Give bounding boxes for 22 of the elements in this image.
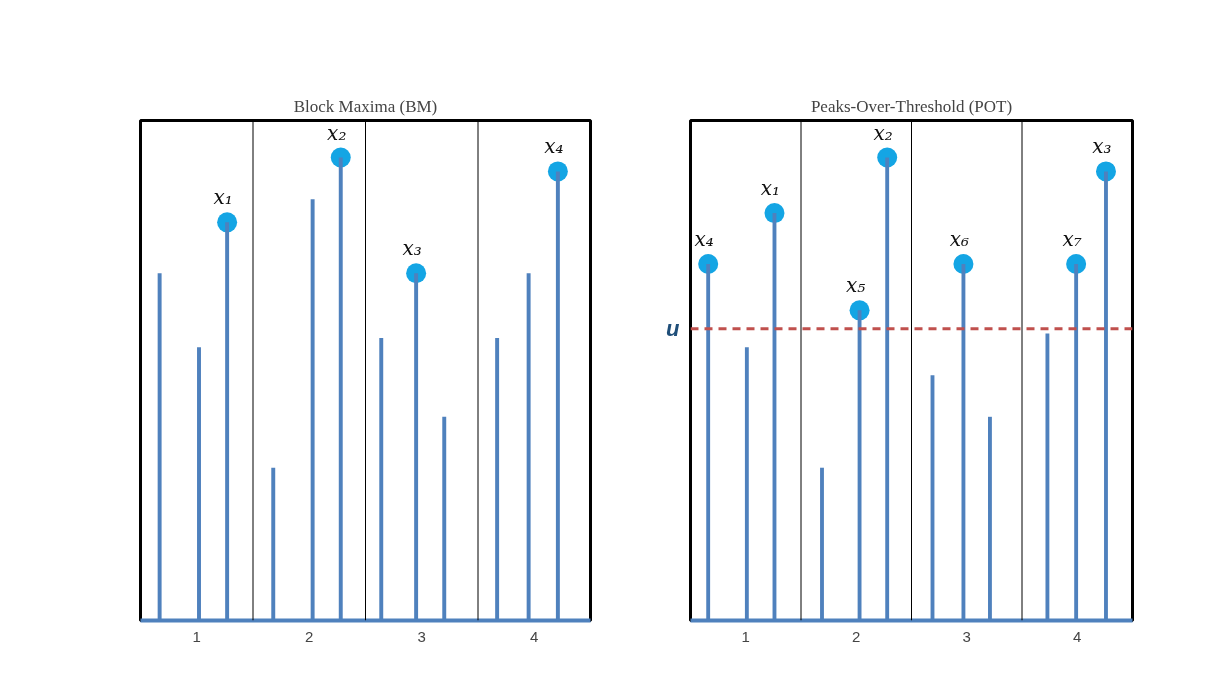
chart-title: Block Maxima (BM) bbox=[293, 96, 438, 116]
x-tick-label: 1 bbox=[192, 627, 201, 645]
x-tick-label: 1 bbox=[741, 627, 750, 645]
x-tick-label: 4 bbox=[1073, 627, 1082, 645]
annotation: x₁ bbox=[760, 176, 781, 201]
annotation: x₄ bbox=[694, 227, 714, 252]
x-tick-label: 3 bbox=[962, 627, 971, 645]
annotation: x₅ bbox=[845, 273, 866, 298]
x-tick-label: 2 bbox=[852, 627, 861, 645]
annotation: x₃ bbox=[402, 236, 422, 261]
annotation: x₁ bbox=[213, 185, 233, 210]
annotation: x₆ bbox=[949, 227, 970, 252]
x-tick-label: 3 bbox=[417, 627, 426, 645]
annotation: x₃ bbox=[1092, 134, 1112, 159]
annotation: x₄ bbox=[544, 134, 564, 159]
x-tick-label: 2 bbox=[305, 627, 314, 645]
annotation: x₂ bbox=[327, 120, 347, 145]
annotation: x₇ bbox=[1062, 227, 1082, 252]
x-tick-label: 4 bbox=[530, 627, 539, 645]
annotation: x₂ bbox=[873, 120, 893, 145]
chart-title: Peaks-Over-Threshold (POT) bbox=[810, 96, 1013, 116]
ref-line-label: u bbox=[666, 316, 681, 342]
